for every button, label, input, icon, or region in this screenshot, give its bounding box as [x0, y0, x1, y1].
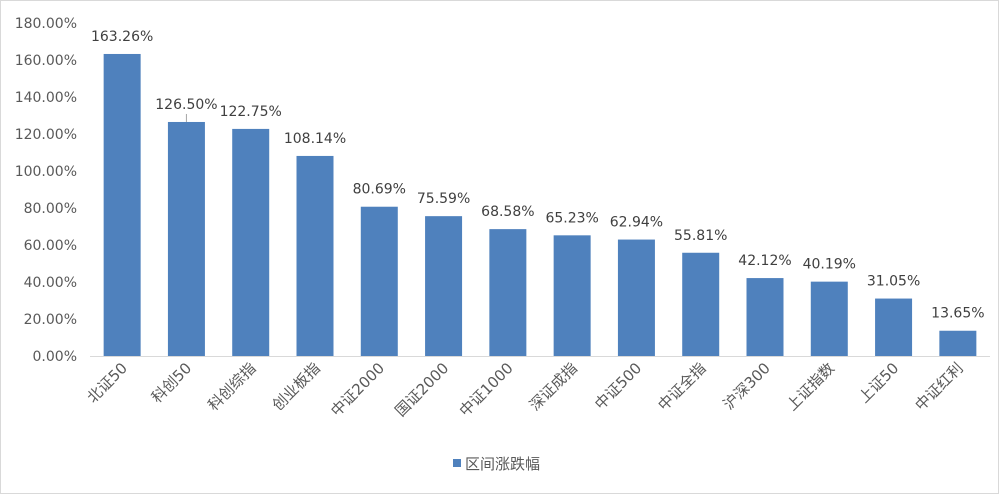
bar	[232, 128, 270, 356]
x-axis: 北证50 科创50 科创综指 创业板指 中证2000 国证2000 中证1000 深证成指 中证…	[84, 359, 967, 420]
x-tick-label: 科创综指	[204, 359, 259, 414]
y-tick-label: 140.00%	[15, 90, 77, 106]
bar	[617, 239, 655, 356]
data-label: 42.12%	[738, 253, 791, 269]
x-tick-label: 中证1000	[456, 359, 517, 420]
y-tick-label: 180.00%	[15, 16, 77, 32]
x-tick-label: 深证成指	[526, 359, 581, 414]
y-tick-label: 40.00%	[24, 275, 77, 291]
data-label: 62.94%	[610, 215, 663, 231]
x-tick-label: 上证指数	[783, 359, 838, 414]
data-label: 75.59%	[417, 191, 470, 207]
y-tick-label: 120.00%	[15, 127, 77, 143]
legend-label: 区间涨跌幅	[465, 455, 540, 473]
data-label: 80.69%	[353, 182, 406, 198]
y-tick-label: 0.00%	[33, 349, 77, 365]
legend-swatch	[453, 459, 461, 467]
x-tick-label: 国证2000	[391, 359, 452, 420]
bars	[103, 53, 977, 357]
data-label: 108.14%	[284, 131, 346, 147]
x-tick-label: 上证50	[855, 359, 902, 406]
x-tick-label: 沪深300	[720, 359, 774, 413]
x-tick-label: 中证2000	[327, 359, 388, 420]
y-tick-label: 20.00%	[24, 312, 77, 328]
bar	[425, 216, 463, 356]
data-label: 65.23%	[545, 210, 598, 226]
data-label: 68.58%	[481, 204, 534, 220]
bar	[360, 206, 398, 356]
x-tick-label: 科创50	[148, 359, 195, 406]
data-label: 163.26%	[91, 29, 153, 45]
bar	[489, 229, 527, 356]
bar	[746, 278, 784, 356]
data-label: 31.05%	[867, 274, 920, 290]
data-label: 55.81%	[674, 228, 727, 244]
y-tick-label: 100.00%	[15, 164, 77, 180]
bar	[167, 121, 205, 356]
x-tick-label: 创业板指	[269, 359, 324, 414]
bar	[682, 252, 720, 356]
data-label: 13.65%	[931, 306, 984, 322]
x-tick-label: 中证500	[591, 359, 645, 413]
x-tick-label: 中证全指	[654, 359, 709, 414]
bar	[103, 53, 141, 357]
x-tick-label: 中证红利	[912, 359, 967, 414]
y-tick-label: 80.00%	[24, 201, 77, 217]
y-tick-label: 160.00%	[15, 53, 77, 69]
bar	[296, 155, 334, 356]
y-tick-label: 60.00%	[24, 238, 77, 254]
legend: 区间涨跌幅	[453, 455, 540, 473]
x-tick-label: 北证50	[84, 359, 131, 406]
bar	[875, 298, 913, 356]
bar	[553, 235, 591, 356]
bar	[939, 330, 977, 356]
data-label: 40.19%	[803, 257, 856, 273]
data-label: 126.50%	[155, 97, 217, 113]
y-axis: 0.00% 20.00% 40.00% 60.00% 80.00% 100.00% 120.…	[15, 16, 77, 365]
data-label: 122.75%	[220, 104, 282, 120]
data-labels: 163.26% 126.50% 122.75%108.14% 80.69% 75.59%…	[91, 29, 985, 322]
bar	[810, 281, 848, 356]
